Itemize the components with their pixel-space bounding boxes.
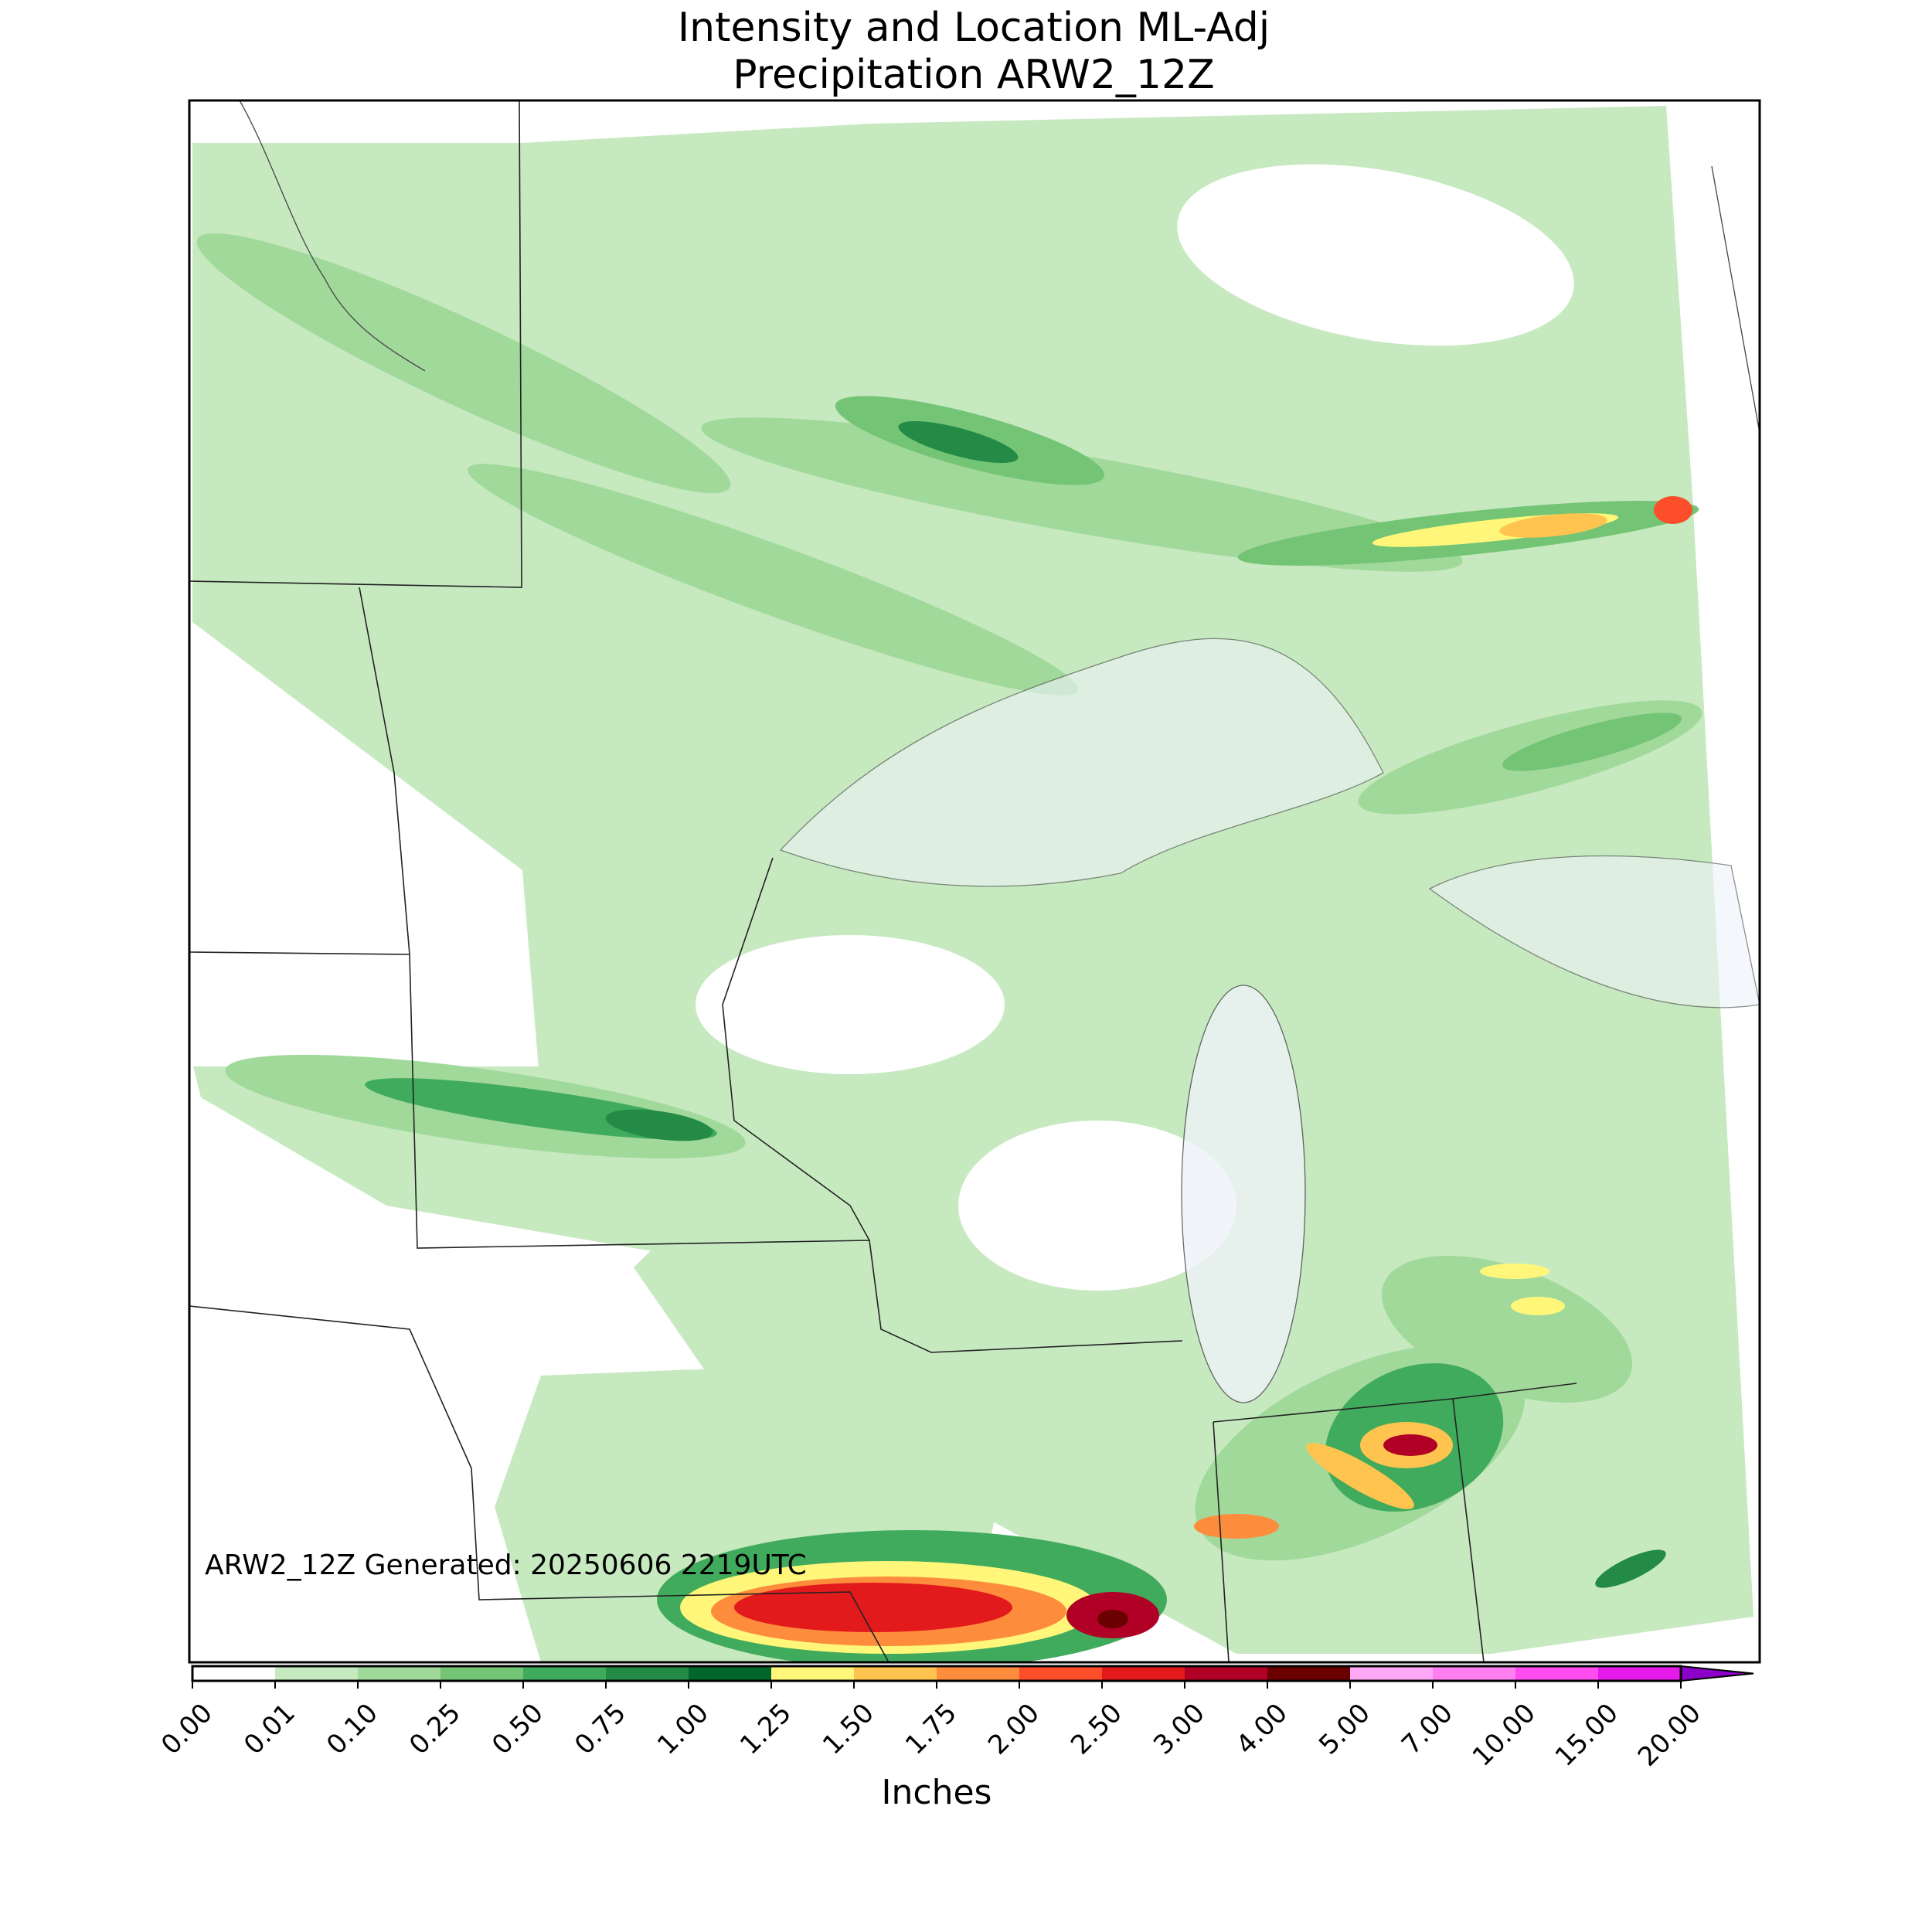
colorbar-segment [1185,1666,1268,1681]
colorbar-segment [440,1666,524,1681]
precip-area [701,417,1463,572]
title-line: Precipitation ARW2_12Z [733,52,1214,98]
border [359,587,1183,1353]
precip-area [1595,1549,1666,1588]
colorbar-segment [358,1666,441,1681]
precip-area [468,464,1078,696]
colorbar-segment [1350,1666,1434,1681]
colorbar-segment [854,1666,937,1681]
colorbar-tick-label: 2.00 [982,1698,1046,1761]
colorbar-segment [192,1666,276,1681]
precip-area [898,420,1019,464]
colorbar-tick-label: 2.50 [1065,1698,1128,1761]
colorbar-tick-label: 0.25 [403,1698,467,1761]
colorbar-tick-label: 5.00 [1313,1698,1376,1761]
colorbar-tick-label: 0.50 [486,1698,549,1761]
colorbar-segment [689,1666,772,1681]
lake [1428,855,1760,1009]
colorbar-segment [1019,1666,1103,1681]
precip-area [1499,513,1607,538]
precip-area [734,1583,1012,1632]
colorbar-tick-label: 10.00 [1467,1698,1542,1773]
colorbar-segment [1102,1666,1185,1681]
title-line: Intensity and Location ML-Adj [678,5,1270,51]
precip-area [1511,1297,1565,1315]
precip-area [1654,496,1692,524]
colorbar-tick-label: 20.00 [1632,1698,1707,1773]
precip-area [605,1109,713,1141]
dry-area [958,1121,1236,1291]
lake [779,638,1384,887]
precip-area [1097,1610,1128,1628]
colorbar-tick-label: 0.75 [569,1698,632,1761]
colorbar-tick-label: 1.00 [651,1698,715,1761]
colorbar-tick-label: 0.01 [238,1698,301,1761]
colorbar-segment [606,1666,689,1681]
border [1452,1383,1577,1400]
precip-area [1194,1514,1279,1539]
colorbar-tick-label: 7.00 [1396,1698,1459,1761]
map-frame [188,99,1761,1664]
precip-area [196,233,731,494]
colorbar-tick-label: 4.00 [1230,1698,1294,1761]
border [1213,1421,1230,1662]
border [189,100,522,588]
lake [1181,985,1306,1403]
border [189,951,410,955]
colorbar-tick-label: 1.25 [734,1698,798,1761]
colorbar-segment [1433,1666,1516,1681]
colorbar-tick-label: 3.00 [1148,1698,1211,1761]
colorbar-segment [1598,1666,1682,1681]
precip-area [1480,1264,1549,1279]
dry-area [1177,164,1574,346]
colorbar-tick-label: 0.00 [155,1698,219,1761]
colorbar-tick-label: 1.75 [900,1698,963,1761]
dry-area [696,935,1005,1074]
precip-area [1306,1443,1414,1509]
colorbar-tick-label: 15.00 [1549,1698,1624,1773]
coast [239,100,426,372]
colorbar-segment [275,1666,359,1681]
precip-area [1383,1434,1437,1456]
map-area [189,100,1760,1662]
border [189,1305,889,1662]
border [1711,165,1760,434]
colorbar-extension [1680,1665,1754,1682]
border [722,857,870,1241]
annotation: ARW2_12Z Generated: 20250606 2219UTC [205,1549,807,1581]
colorbar-segment [1267,1666,1351,1681]
colorbar-segment [937,1666,1020,1681]
colorbar-tick-label: 1.50 [817,1698,880,1761]
colorbar-tick-label: 0.10 [321,1698,384,1761]
colorbar-segment [523,1666,607,1681]
colorbar: 0.00 0.01 0.10 0.25 0.50 0.75 1.00 1.25 1.50 1.75… [155,1665,1754,1773]
colorbar-segment [1515,1666,1599,1681]
precip-area [1502,713,1682,771]
colorbar-segment [771,1666,855,1681]
colorbar-label: Inches [882,1773,992,1812]
